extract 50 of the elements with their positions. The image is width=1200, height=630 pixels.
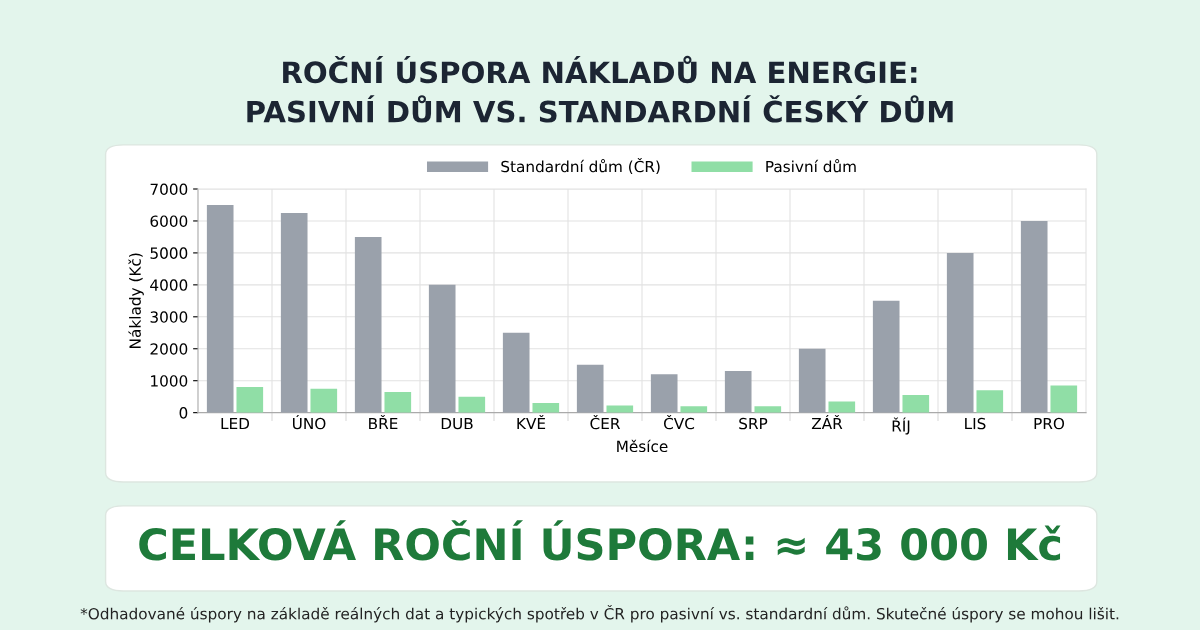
y-tick-label: 6000: [150, 215, 188, 227]
x-tick-label: KVĚ: [517, 414, 546, 430]
x-tick-label: PRO: [1034, 417, 1065, 430]
x-tick-label: LED: [221, 417, 250, 430]
bar: [428, 284, 456, 413]
bar: [280, 212, 308, 413]
y-axis-title: Náklady (Kč): [128, 253, 144, 348]
y-tick-label: 2000: [150, 343, 188, 355]
x-tick-label: ČER: [590, 414, 621, 430]
x-axis-title: Měsíce: [617, 439, 668, 453]
bar: [724, 371, 752, 413]
y-tick-label: 7000: [150, 183, 188, 196]
bar: [236, 387, 264, 413]
bar: [946, 252, 974, 413]
bar: [828, 401, 856, 413]
legend-label: Standardní dům (ČR): [501, 157, 660, 175]
x-tick-label: BŘE: [369, 414, 398, 430]
y-tick-label: 3000: [150, 311, 188, 323]
legend-label: Pasivní dům: [766, 159, 856, 173]
bar: [458, 396, 486, 413]
bar: [1020, 220, 1048, 413]
bar: [576, 364, 604, 413]
bar: [532, 403, 560, 413]
bar: [902, 395, 930, 413]
bar: [872, 300, 900, 413]
y-tick-label: 4000: [150, 279, 188, 291]
bar: [206, 204, 234, 413]
bar: [354, 236, 382, 413]
bar: [502, 332, 530, 413]
x-tick-label: ZÁŘ: [811, 414, 843, 430]
x-tick-label: LIS: [965, 417, 986, 430]
bar: [754, 406, 782, 413]
x-tick-label: ÚNO: [293, 414, 326, 430]
x-tick-label: ČVC: [663, 414, 695, 430]
y-tick-label: 0: [179, 407, 188, 419]
bar: [384, 391, 412, 413]
x-tick-label: DUB: [441, 417, 473, 430]
x-tick-label: ŘÍJ: [892, 417, 910, 435]
bar: [1050, 385, 1078, 413]
bar: [680, 406, 708, 413]
bar: [310, 388, 338, 413]
text: *Odhadované úspory na základě reálných dat a typických spotřeb v ČR pro pasivní vs. standardní dům. Skutečné úspory se mohou lišit.: [80, 605, 1119, 623]
y-tick-label: 5000: [150, 247, 188, 259]
bar: [798, 348, 826, 413]
bar: [650, 374, 678, 413]
text: CELKOVÁ ROČNÍ ÚSPORA: ≈ 43 000 Kč: [139, 520, 1061, 561]
bar: [976, 390, 1004, 413]
x-tick-label: SRP: [739, 417, 768, 430]
chart-title: ROČNÍ ÚSPORA NÁKLADŮ NA ENERGIE: PASIVNÍ DŮM VS. STANDARDNÍ ČESKÝ DŮM: [247, 55, 953, 123]
y-tick-label: 1000: [151, 375, 188, 387]
